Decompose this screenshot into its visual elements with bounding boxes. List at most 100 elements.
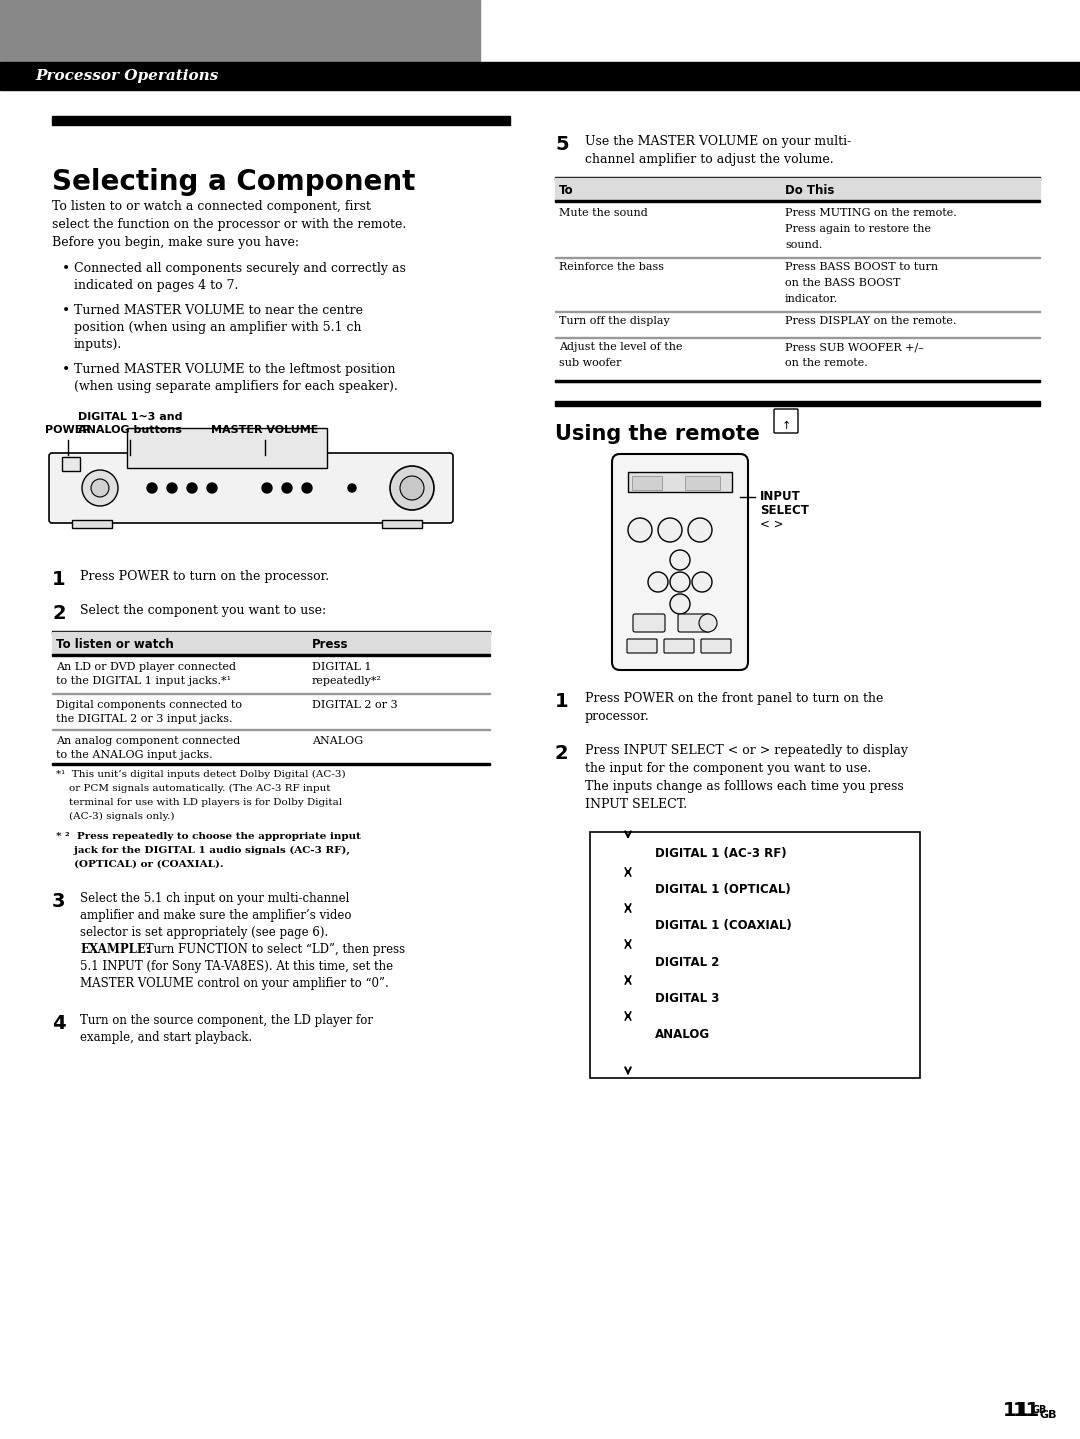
- Text: Connected all components securely and correctly as: Connected all components securely and co…: [75, 262, 406, 275]
- Bar: [590, 832, 920, 1078]
- Text: 2: 2: [52, 604, 66, 623]
- Bar: [632, 476, 662, 491]
- Text: inputs).: inputs).: [75, 338, 122, 351]
- Text: DIGITAL 1: DIGITAL 1: [312, 662, 372, 672]
- Text: •: •: [62, 304, 70, 318]
- Text: selector is set appropriately (see page 6).: selector is set appropriately (see page …: [80, 927, 328, 940]
- FancyBboxPatch shape: [701, 639, 731, 653]
- Bar: [52, 117, 510, 125]
- Text: DIGITAL 1 (COAXIAL): DIGITAL 1 (COAXIAL): [654, 920, 792, 932]
- Text: 5: 5: [555, 135, 569, 154]
- Text: on the BASS BOOST: on the BASS BOOST: [785, 278, 901, 288]
- Text: •: •: [62, 363, 70, 377]
- Text: Press POWER to turn on the processor.: Press POWER to turn on the processor.: [80, 570, 329, 583]
- Text: * ²  Press repeatedly to choose the appropriate input: * ² Press repeatedly to choose the appro…: [56, 832, 361, 840]
- Text: *¹  This unit’s digital inputs detect Dolby Digital (AC-3): *¹ This unit’s digital inputs detect Dol…: [56, 770, 346, 778]
- Text: DIGITAL 2: DIGITAL 2: [654, 955, 719, 968]
- FancyBboxPatch shape: [49, 453, 453, 522]
- Text: Processor Operations: Processor Operations: [35, 69, 218, 83]
- Text: Adjust the level of the: Adjust the level of the: [559, 342, 683, 353]
- Circle shape: [627, 518, 652, 543]
- Text: 1: 1: [555, 692, 569, 711]
- Bar: [52, 630, 490, 635]
- Circle shape: [692, 571, 712, 591]
- Text: To listen to or watch a connected component, first: To listen to or watch a connected compon…: [52, 200, 370, 213]
- FancyBboxPatch shape: [664, 639, 694, 653]
- Text: indicated on pages 4 to 7.: indicated on pages 4 to 7.: [75, 279, 239, 292]
- Text: ↑: ↑: [781, 422, 791, 432]
- Text: ANALOG: ANALOG: [312, 735, 363, 745]
- Text: 4: 4: [52, 1014, 66, 1033]
- FancyBboxPatch shape: [612, 453, 748, 671]
- Text: Reinforce the bass: Reinforce the bass: [559, 262, 664, 272]
- Circle shape: [167, 484, 177, 494]
- Text: channel amplifier to adjust the volume.: channel amplifier to adjust the volume.: [585, 153, 834, 165]
- Text: Press POWER on the front panel to turn on the: Press POWER on the front panel to turn o…: [585, 692, 883, 705]
- Text: ANALOG buttons: ANALOG buttons: [78, 425, 181, 435]
- Circle shape: [670, 550, 690, 570]
- Text: An analog component connected: An analog component connected: [56, 735, 240, 745]
- Bar: [52, 632, 490, 653]
- Bar: [555, 177, 1040, 180]
- Text: DIGITAL 1 (OPTICAL): DIGITAL 1 (OPTICAL): [654, 884, 791, 896]
- Text: 11: 11: [1002, 1402, 1030, 1420]
- Text: jack for the DIGITAL 1 audio signals (AC-3 RF),: jack for the DIGITAL 1 audio signals (AC…: [56, 846, 350, 855]
- Text: Turn FUNCTION to select “LD”, then press: Turn FUNCTION to select “LD”, then press: [141, 943, 405, 955]
- Circle shape: [147, 484, 157, 494]
- Bar: [685, 476, 720, 491]
- Bar: [52, 763, 490, 766]
- Text: INPUT: INPUT: [760, 491, 800, 504]
- Text: Using the remote: Using the remote: [555, 425, 760, 445]
- Bar: [52, 653, 490, 656]
- Text: Press: Press: [312, 637, 349, 650]
- Circle shape: [658, 518, 681, 543]
- FancyBboxPatch shape: [633, 614, 665, 632]
- Circle shape: [400, 476, 424, 499]
- Bar: [555, 380, 1040, 381]
- Circle shape: [648, 571, 669, 591]
- Text: DIGITAL 1 (AC-3 RF): DIGITAL 1 (AC-3 RF): [654, 848, 786, 861]
- Text: position (when using an amplifier with 5.1 ch: position (when using an amplifier with 5…: [75, 321, 362, 334]
- Text: The inputs change as folllows each time you press: The inputs change as folllows each time …: [585, 780, 904, 793]
- Circle shape: [302, 484, 312, 494]
- Text: Before you begin, make sure you have:: Before you begin, make sure you have:: [52, 236, 299, 249]
- Text: DIGITAL 1~3 and: DIGITAL 1~3 and: [78, 412, 183, 422]
- Text: •: •: [62, 262, 70, 276]
- Text: SELECT: SELECT: [760, 504, 809, 517]
- Bar: [555, 200, 1040, 201]
- Text: Selecting a Component: Selecting a Component: [52, 168, 416, 196]
- Text: indicator.: indicator.: [785, 294, 838, 304]
- Text: (AC-3) signals only.): (AC-3) signals only.): [56, 812, 175, 822]
- Circle shape: [688, 518, 712, 543]
- Text: DIGITAL 3: DIGITAL 3: [654, 991, 719, 1004]
- Text: repeatedly*²: repeatedly*²: [312, 676, 382, 686]
- Text: Press MUTING on the remote.: Press MUTING on the remote.: [785, 209, 957, 217]
- Bar: [72, 519, 112, 528]
- Text: or PCM signals automatically. (The AC-3 RF input: or PCM signals automatically. (The AC-3 …: [56, 784, 330, 793]
- Text: Use the MASTER VOLUME on your multi-: Use the MASTER VOLUME on your multi-: [585, 135, 851, 148]
- Text: INPUT SELECT.: INPUT SELECT.: [585, 799, 687, 812]
- Text: An LD or DVD player connected: An LD or DVD player connected: [56, 662, 237, 672]
- Text: Mute the sound: Mute the sound: [559, 209, 648, 217]
- Circle shape: [91, 479, 109, 496]
- Text: Select the 5.1 ch input on your multi-channel: Select the 5.1 ch input on your multi-ch…: [80, 892, 349, 905]
- Circle shape: [262, 484, 272, 494]
- Circle shape: [670, 594, 690, 614]
- Text: on the remote.: on the remote.: [785, 358, 867, 368]
- Circle shape: [670, 571, 690, 591]
- Text: the input for the component you want to use.: the input for the component you want to …: [585, 763, 872, 776]
- Text: 3: 3: [52, 892, 66, 911]
- Text: processor.: processor.: [585, 709, 650, 722]
- Text: amplifier and make sure the amplifier’s video: amplifier and make sure the amplifier’s …: [80, 909, 351, 922]
- FancyBboxPatch shape: [627, 639, 657, 653]
- Text: the DIGITAL 2 or 3 input jacks.: the DIGITAL 2 or 3 input jacks.: [56, 714, 232, 724]
- Bar: [62, 458, 80, 471]
- Text: POWER: POWER: [45, 425, 91, 435]
- Text: GB: GB: [1040, 1410, 1057, 1420]
- Text: Press DISPLAY on the remote.: Press DISPLAY on the remote.: [785, 317, 957, 327]
- Text: Turn on the source component, the LD player for: Turn on the source component, the LD pla…: [80, 1014, 373, 1027]
- Text: to the DIGITAL 1 input jacks.*¹: to the DIGITAL 1 input jacks.*¹: [56, 676, 231, 686]
- Circle shape: [390, 466, 434, 509]
- Circle shape: [82, 471, 118, 507]
- Text: (OPTICAL) or (COAXIAL).: (OPTICAL) or (COAXIAL).: [56, 861, 224, 869]
